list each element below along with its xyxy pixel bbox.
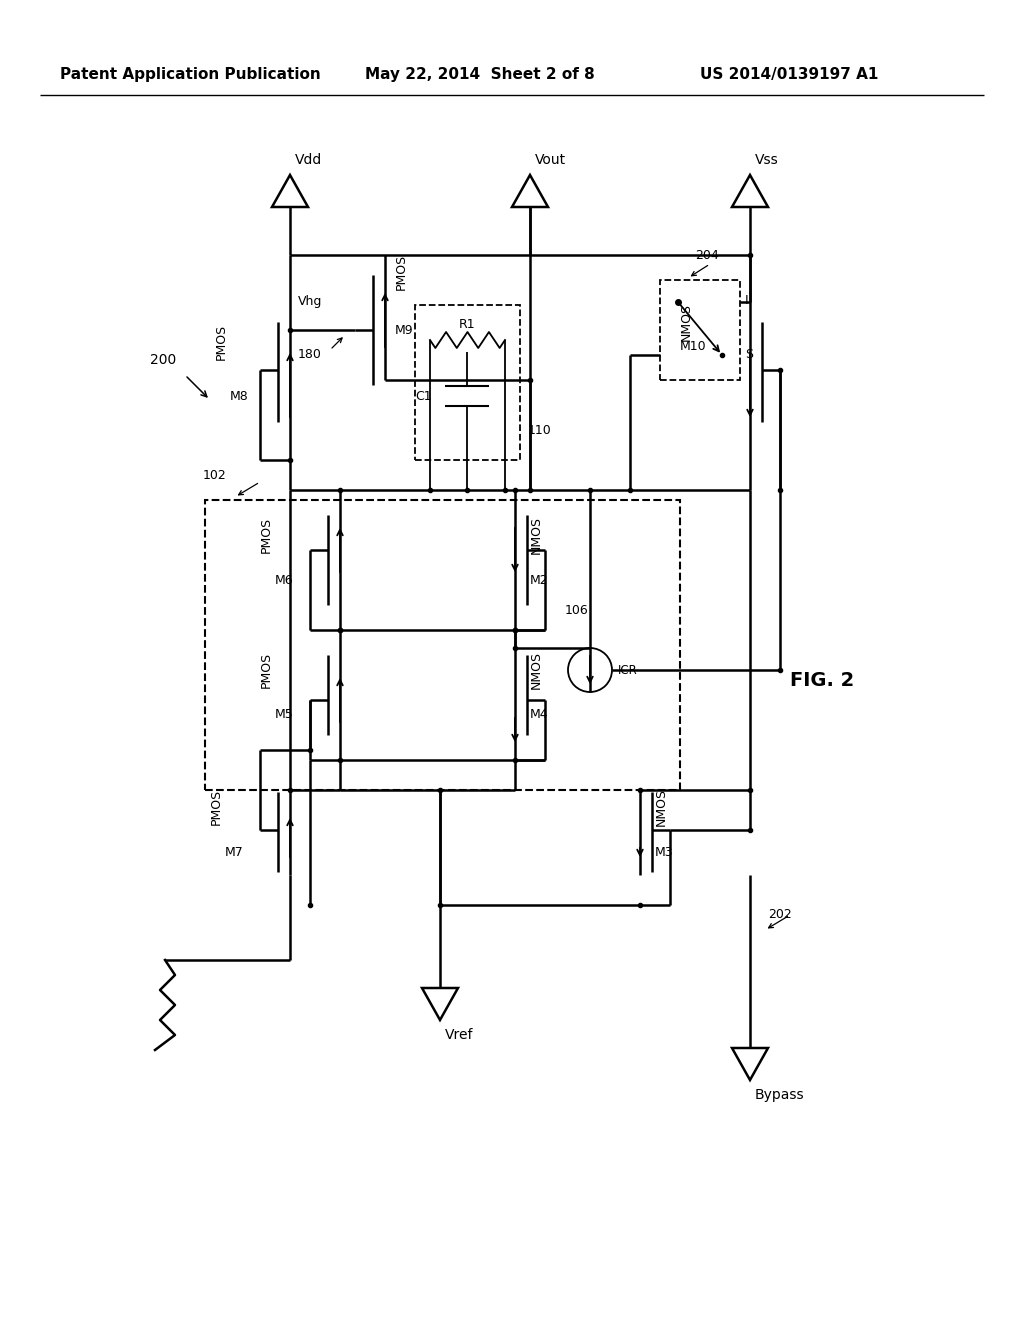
Text: PMOS: PMOS (210, 789, 223, 825)
Text: PMOS: PMOS (215, 323, 228, 360)
Polygon shape (422, 987, 458, 1020)
Text: May 22, 2014  Sheet 2 of 8: May 22, 2014 Sheet 2 of 8 (365, 67, 595, 82)
Bar (415, 305, 520, 459)
Text: US 2014/0139197 A1: US 2014/0139197 A1 (700, 67, 879, 82)
Text: M9: M9 (395, 323, 414, 337)
Text: M5: M5 (275, 709, 294, 722)
Bar (205, 500, 680, 789)
Text: M8: M8 (230, 391, 249, 404)
Text: Bypass: Bypass (755, 1088, 805, 1102)
Text: M6: M6 (275, 573, 294, 586)
Text: FIG. 2: FIG. 2 (790, 671, 854, 689)
Text: I: I (745, 293, 749, 306)
Text: NMOS: NMOS (530, 516, 543, 554)
Text: M4: M4 (530, 709, 549, 722)
Text: Vdd: Vdd (295, 153, 323, 168)
Text: 110: 110 (528, 424, 552, 437)
Text: 106: 106 (565, 603, 589, 616)
Polygon shape (732, 176, 768, 207)
Bar (660, 280, 740, 380)
Text: ICR: ICR (618, 664, 638, 676)
Text: S: S (745, 348, 753, 362)
Polygon shape (272, 176, 308, 207)
Text: M7: M7 (225, 846, 244, 858)
Text: R1: R1 (459, 318, 475, 330)
Text: Vref: Vref (445, 1028, 473, 1041)
Text: NMOS: NMOS (655, 788, 668, 826)
Polygon shape (732, 1048, 768, 1080)
Text: M10: M10 (680, 341, 707, 354)
Polygon shape (512, 176, 548, 207)
Text: 180: 180 (298, 348, 322, 360)
Text: 202: 202 (768, 908, 792, 921)
Text: PMOS: PMOS (260, 652, 273, 688)
Text: Vout: Vout (535, 153, 566, 168)
Text: C1: C1 (416, 389, 432, 403)
Text: 200: 200 (150, 352, 176, 367)
Text: 204: 204 (695, 249, 719, 261)
Text: Vss: Vss (755, 153, 778, 168)
Text: PMOS: PMOS (395, 253, 408, 290)
Text: Patent Application Publication: Patent Application Publication (60, 67, 321, 82)
Text: M2: M2 (530, 573, 549, 586)
Text: NMOS: NMOS (530, 651, 543, 689)
Text: Vhg: Vhg (298, 294, 323, 308)
Text: NMOS: NMOS (680, 304, 693, 341)
Text: M3: M3 (655, 846, 674, 858)
Text: 102: 102 (203, 469, 226, 482)
Text: PMOS: PMOS (260, 517, 273, 553)
